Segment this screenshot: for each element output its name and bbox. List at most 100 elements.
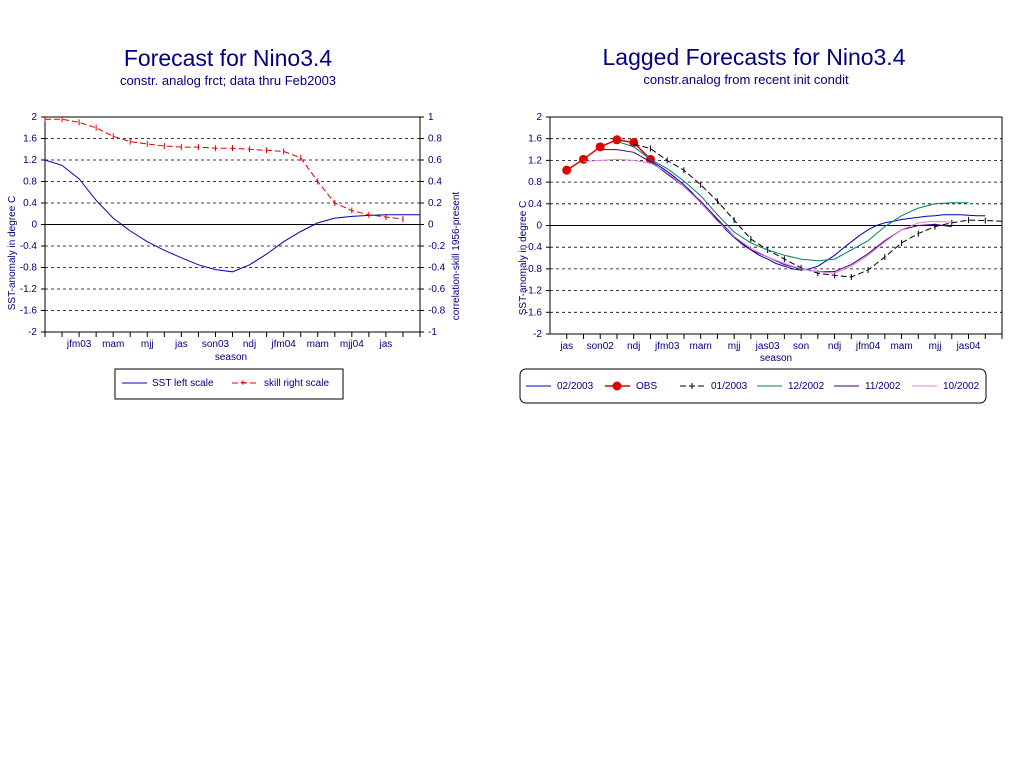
chart1-y2-tick-label: -0.6 [428,284,446,295]
chart2-y-tick-label: 0.4 [528,199,542,210]
chart1-y-tick-label: -2 [28,327,37,338]
obs-point [578,154,588,164]
chart2-y-tick-label: -2 [533,329,542,340]
chart2-x-ticks: jas son02 ndj jfm03 mam mjj jas03 son ndj jfm04 ma… [559,334,1003,352]
chart2-x-tick-label: mjj [728,341,741,352]
legend-sst-label: SST left scale [152,378,214,389]
chart1-y2-tick-label: 0.6 [428,155,442,166]
chart2-x-tick-label: ndj [627,341,640,352]
chart1-y-tick-label: -0.4 [20,241,38,252]
chart2-x-tick-label: mam [690,341,712,352]
chart2-x-tick-label: son [793,341,809,352]
legend-02-2003-label: 02/2003 [557,381,594,392]
forecast-line-12-2002 [616,140,969,262]
chart1-gridlines [45,138,420,311]
chart2-y-tick-label: 1.6 [528,134,542,145]
chart1-x-tick-label: jas [174,339,188,350]
chart2-y-tick-label: 0 [536,221,542,232]
chart1-title: Forecast for Nino3.4 [124,45,333,71]
chart2-y-tick-label: 2 [536,112,542,123]
chart2-gridlines [550,138,1002,313]
legend-obs-label: OBS [636,381,657,392]
chart1-x-tick-label: jfm04 [270,339,296,350]
chart1-x-tick-label: son03 [202,339,230,350]
chart1-legend: SST left scale + skill right scale [114,368,344,400]
chart2-y-tick-label: 1.2 [528,155,542,166]
chart1-y-tick-label: 1.2 [23,155,37,166]
chart1-x-tick-label: jfm03 [66,339,92,350]
chart2-x-axis-label: season [760,353,792,364]
chart2-x-tick-label: ndj [828,341,841,352]
chart1-x-tick-label: ndj [243,339,256,350]
forecast-line-02-2003 [650,159,986,271]
chart1-legend-box [114,368,344,400]
skill-line [45,118,404,220]
chart1-y2-tick-label: 1 [428,112,434,123]
chart1-y-ticks: 2 1.6 1.2 0.8 0.4 0 -0.4 -0.8 -1.2 -1.6 -2 [20,112,45,338]
forecast-line-10-2002 [583,158,952,274]
chart1-x-tick-label: mjj04 [340,339,364,350]
forecast-line-11-2002 [600,149,952,273]
chart2-x-tick-label: jas04 [956,341,981,352]
chart1-y2-axis-label: correlation-skill 1956-present [451,192,462,321]
forecast-line-01-2003 [633,143,1003,278]
chart2-subtitle: constr.analog from recent init condit [643,72,849,87]
chart1-y2-tick-label: -0.4 [428,263,446,274]
chart2-series [562,135,1003,281]
chart2-x-tick-label: jas [559,341,573,352]
chart1-y-tick-label: 0.8 [23,177,37,188]
chart2-x-tick-label: jas03 [755,341,780,352]
legend-10-2002-label: 10/2002 [943,381,980,392]
chart1-y2-tick-label: -0.8 [428,306,446,317]
obs-point [612,135,622,145]
chart1-y-tick-label: -1.6 [20,306,38,317]
chart2-y-tick-label: -0.4 [525,242,543,253]
chart1-x-ticks: jfm03 mam mjj jas son03 ndj jfm04 mam mjj04 jas [44,332,421,350]
chart1-y2-tick-label: -0.2 [428,241,446,252]
chart1-y-tick-label: 0.4 [23,198,37,209]
legend-skill-marker: + [240,378,246,389]
chart2-x-tick-label: jfm04 [855,341,881,352]
chart2-x-tick-label: mjj [929,341,942,352]
chart1-x-tick-label: mjj [141,339,154,350]
chart2-x-tick-label: mam [890,341,912,352]
chart1-x-axis-label: season [215,352,247,363]
obs-point [595,142,605,152]
chart1-y2-tick-label: 0 [428,220,434,231]
chart2-title: Lagged Forecasts for Nino3.4 [602,44,905,70]
chart1-y-tick-label: 2 [31,112,37,123]
chart2-legend-box [519,368,987,404]
chart1-y-tick-label: 0 [31,220,37,231]
chart1-y-axis-label: SST-anomaly in degree C [7,196,18,311]
legend-12-2002-label: 12/2002 [788,381,825,392]
chart2-x-tick-label: son02 [587,341,615,352]
chart2-y-tick-label: -0.8 [525,264,543,275]
chart2-y-tick-label: -1.2 [525,286,543,297]
chart1-x-tick-label: mam [102,339,124,350]
chart1-x-tick-label: mam [307,339,329,350]
legend-skill-label: skill right scale [264,378,329,389]
chart1-y2-tick-label: 0.8 [428,134,442,145]
chart1-y-tick-label: 1.6 [23,134,37,145]
chart1-y-tick-label: -0.8 [20,263,38,274]
legend-obs-marker [612,381,622,391]
legend-01-2003-label: 01/2003 [711,381,748,392]
chart1-y2-ticks: 1 0.8 0.6 0.4 0.2 0 -0.2 -0.4 -0.6 -0.8 -1 [420,112,446,338]
chart1-y-tick-label: -1.2 [20,284,38,295]
legend-11-2002-label: 11/2002 [865,381,901,392]
chart1-series [44,116,420,273]
forecast-chart: Forecast for Nino3.4 constr. analog frct… [7,45,462,400]
chart1-y2-tick-label: 0.2 [428,198,442,209]
chart2-y-tick-label: 0.8 [528,177,542,188]
obs-point [562,165,572,175]
sst-line [44,159,420,273]
chart2-legend: 02/2003 OBS 01/2003 12/2002 11/2002 10/2002 [519,368,987,404]
chart1-y2-tick-label: 0.4 [428,177,442,188]
chart2-y-tick-label: -1.6 [525,307,543,318]
chart2-y-axis-label: SST-anomaly in degree C [518,201,529,316]
chart1-x-tick-label: jas [379,339,393,350]
chart1-y2-tick-label: -1 [428,327,437,338]
chart1-subtitle: constr. analog frct; data thru Feb2003 [120,73,336,88]
chart2-x-tick-label: jfm03 [654,341,680,352]
